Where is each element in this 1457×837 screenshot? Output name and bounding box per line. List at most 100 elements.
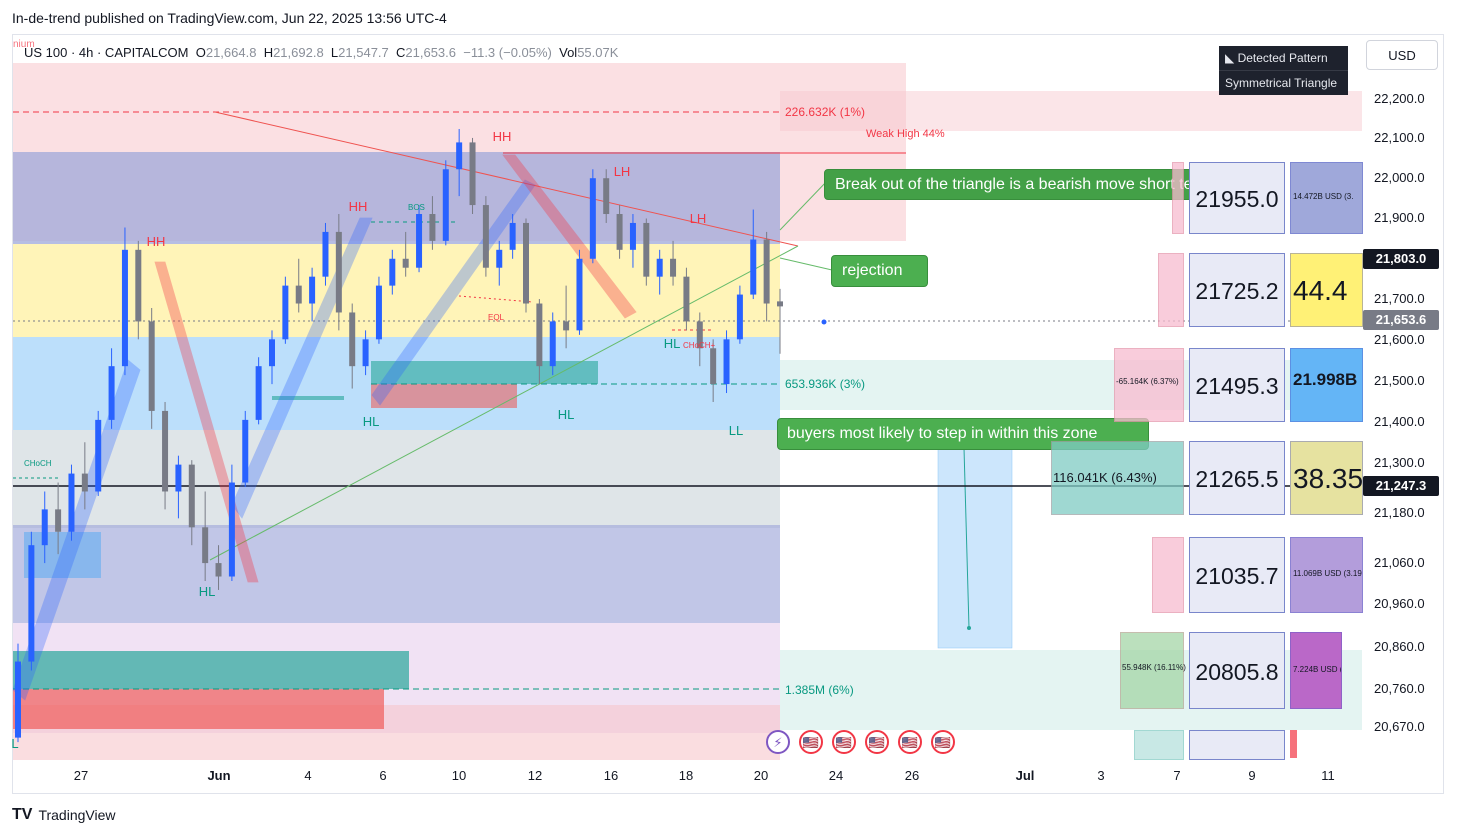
time-axis-label: 24: [828, 768, 844, 783]
volume-profile-right-bar: 14.472B USD (3.: [1290, 162, 1363, 234]
candle-body: [41, 509, 48, 546]
volume-profile-left-bar: [1120, 632, 1184, 709]
time-axis-label: 3: [1097, 768, 1105, 783]
structure-label: HH: [349, 199, 368, 214]
candle-body: [295, 285, 302, 304]
time-axis-label: 10: [451, 768, 467, 783]
volume-profile-left-label: 55.948K (16.11%): [1122, 662, 1186, 672]
time-axis-label: 9: [1248, 768, 1256, 783]
low-label: L: [330, 45, 339, 60]
price-axis-label: 21,500.0: [1374, 373, 1425, 388]
last-price-tag: 21,803.0: [1363, 249, 1439, 269]
lightning-icon[interactable]: ⚡: [766, 730, 790, 754]
candle-body: [563, 321, 570, 331]
candle-body: [15, 661, 21, 738]
open-value: 21,664.8: [205, 45, 257, 60]
volume-profile-price-box: 21955.0: [1189, 162, 1285, 234]
premium-extension-zone: [780, 91, 1362, 131]
us-flag-icon[interactable]: 🇺🇸: [931, 730, 955, 754]
triangle-upper-line: [214, 111, 799, 247]
candle-body: [469, 142, 476, 206]
tradingview-logo-icon: TV: [12, 806, 33, 823]
candle-body: [108, 366, 115, 420]
time-axis-label: 11: [1321, 768, 1335, 783]
low-value: 21,547.7: [338, 45, 389, 60]
rejection-note: rejection: [831, 255, 928, 287]
volume-profile-right-bar: 7.224B USD (2.1%): [1290, 632, 1342, 709]
structure-label: HH: [493, 129, 512, 144]
volume-profile-partial-bar: [1134, 730, 1184, 760]
high-label: H: [263, 45, 274, 60]
symbol-legend[interactable]: US 100 · 4h · CAPITALCOM O21,664.8 H21,6…: [24, 45, 618, 60]
close-value: 21,653.6: [405, 45, 456, 60]
us-flag-icon[interactable]: 🇺🇸: [832, 730, 856, 754]
order-block-red-2: [13, 689, 384, 729]
candles-group: [15, 128, 783, 743]
volume-profile-right-label: 14.472B USD (3.: [1293, 192, 1354, 201]
candle-body: [777, 301, 783, 307]
candle-body: [322, 231, 329, 277]
candle-body: [456, 142, 463, 170]
candle-body: [616, 214, 623, 250]
price-axis-label: 21,600.0: [1374, 332, 1425, 347]
high-value: 21,692.8: [273, 45, 324, 60]
candle-body: [416, 214, 423, 268]
volume-profile-right-label: 11.069B USD (3.19%): [1293, 569, 1362, 578]
candle-body: [81, 473, 88, 492]
volume-profile-price: 21725.2: [1195, 278, 1279, 304]
economic-events-row[interactable]: ⚡ 🇺🇸 🇺🇸 🇺🇸 🇺🇸 🇺🇸: [766, 730, 955, 754]
candle-body: [763, 239, 770, 304]
brand-name: TradingView: [38, 807, 116, 823]
price-axis-label: 20,860.0: [1374, 639, 1425, 654]
candle-body: [589, 178, 596, 259]
price-axis-label: 21,700.0: [1374, 291, 1425, 306]
weak-high-label: Weak High 44%: [866, 128, 945, 140]
time-axis-label: 18: [678, 768, 694, 783]
detected-pattern-panel[interactable]: ◣ Detected Pattern Symmetrical Triangle: [1219, 46, 1348, 95]
time-axis-label: 6: [379, 768, 387, 783]
choch-label: CHoCH: [24, 459, 52, 468]
tradingview-brand[interactable]: TV TradingView: [12, 806, 116, 824]
candle-body: [349, 312, 356, 367]
volume-profile-right-bar: 38.35: [1290, 441, 1363, 515]
volume-profile-right-label: 44.4: [1293, 275, 1348, 306]
order-block-red-1: [371, 384, 517, 408]
volume-label: Vol: [559, 45, 578, 60]
structure-label: HL: [363, 414, 380, 429]
structure-label: LH: [614, 164, 631, 179]
candle-body: [121, 249, 128, 367]
structure-label: HL: [664, 336, 681, 351]
candle-body: [28, 545, 35, 662]
currency-button[interactable]: USD: [1366, 40, 1438, 70]
time-axis-label: 4: [304, 768, 312, 783]
candle-body: [375, 285, 382, 340]
volume-profile-right-bar: 44.4: [1290, 253, 1363, 327]
close-label: C: [396, 45, 406, 60]
volume-profile-right-bar: 21.998B: [1290, 348, 1363, 422]
us-flag-icon[interactable]: 🇺🇸: [865, 730, 889, 754]
change-value: −11.3 (−0.05%): [463, 45, 552, 60]
volume-profile-price: 21495.3: [1195, 373, 1279, 399]
candle-body: [55, 509, 62, 532]
candle-body: [656, 258, 663, 277]
volume-profile-left-bar: [1172, 162, 1184, 234]
price-axis-label: 21,060.0: [1374, 555, 1425, 570]
candle-body: [175, 464, 182, 492]
candle-body: [188, 464, 195, 528]
volume-profile-left-bar: [1051, 441, 1184, 515]
candle-body: [549, 321, 556, 367]
small-blue-block: [24, 532, 101, 578]
us-flag-icon[interactable]: 🇺🇸: [799, 730, 823, 754]
candle-body: [670, 258, 677, 277]
volume-profile-right-label: 7.224B USD (2.1%): [1293, 664, 1341, 674]
volume-profile-left-label: -65.164K (6.37%): [1116, 377, 1179, 386]
price-axis-label: 21,300.0: [1374, 455, 1425, 470]
pattern-title: Detected Pattern: [1237, 51, 1328, 65]
us-flag-icon[interactable]: 🇺🇸: [898, 730, 922, 754]
volume-profile-price-box: 21265.5: [1189, 441, 1285, 515]
volume-profile-left-bar: [1152, 537, 1184, 613]
price-axis-label: 21,400.0: [1374, 414, 1425, 429]
candle-body: [148, 321, 155, 411]
volume-profile-price-box: 21495.3: [1189, 348, 1285, 422]
